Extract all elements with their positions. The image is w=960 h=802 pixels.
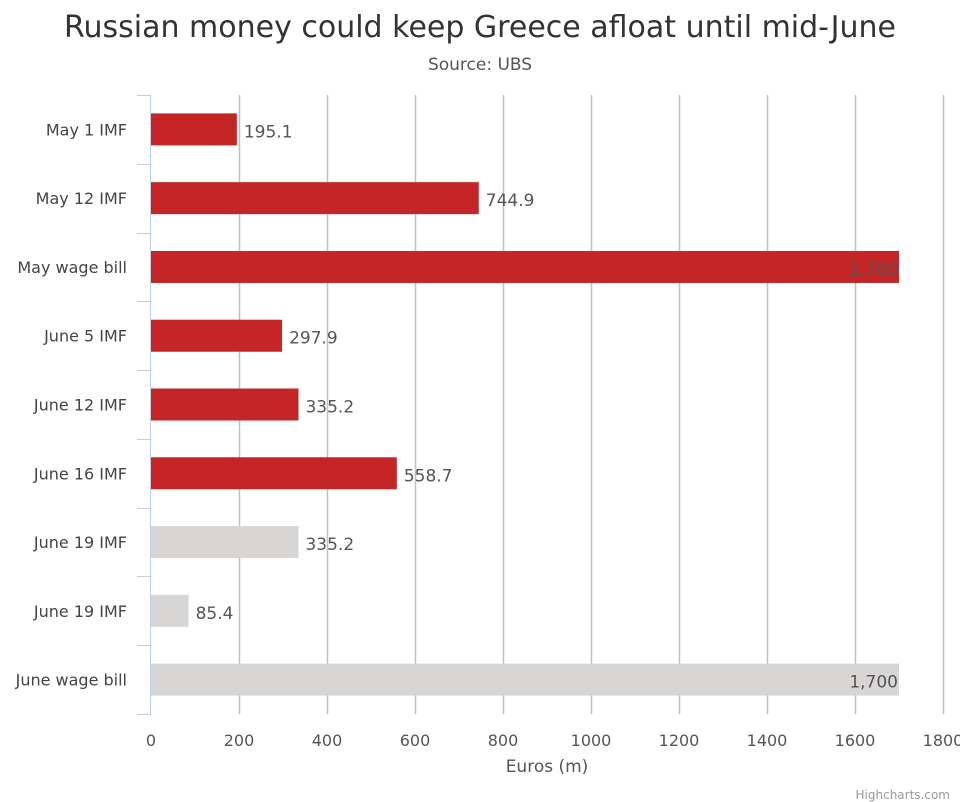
category-label: May 1 IMF bbox=[46, 120, 127, 139]
bar bbox=[151, 250, 899, 283]
chart-subtitle: Source: UBS bbox=[427, 55, 533, 75]
bar bbox=[151, 388, 299, 421]
category-label: May wage bill bbox=[17, 258, 127, 277]
labels: 0 200 400 600 800 1000 1200 1400 1600 1800 May 1 I… bbox=[15, 120, 960, 750]
credits-link[interactable]: Highcharts.com bbox=[855, 788, 950, 802]
category-label: June 16 IMF bbox=[33, 464, 127, 483]
bar bbox=[151, 663, 899, 696]
x-tick-label: 0 bbox=[146, 731, 156, 750]
category-label: June 19 IMF bbox=[33, 602, 127, 621]
data-label: 335.2 bbox=[305, 535, 354, 555]
category-label: June wage bill bbox=[15, 671, 127, 690]
bar bbox=[151, 319, 283, 352]
data-label: 195.1 bbox=[244, 122, 293, 142]
x-tick-label: 1200 bbox=[659, 731, 700, 750]
x-tick-label: 800 bbox=[488, 731, 519, 750]
bar bbox=[151, 457, 397, 490]
bar bbox=[151, 182, 479, 215]
x-tick-label: 400 bbox=[312, 731, 343, 750]
bars bbox=[151, 113, 899, 696]
bar bbox=[151, 594, 189, 627]
data-label: 297.9 bbox=[289, 329, 338, 349]
category-label: May 12 IMF bbox=[36, 189, 127, 208]
x-tick-label: 1800 bbox=[923, 731, 960, 750]
x-tick-label: 1000 bbox=[571, 731, 612, 750]
category-label: June 12 IMF bbox=[33, 396, 127, 415]
data-label: 744.9 bbox=[486, 191, 535, 211]
x-tick-label: 200 bbox=[224, 731, 255, 750]
data-label: 335.2 bbox=[305, 398, 354, 418]
x-tick-label: 1400 bbox=[747, 731, 788, 750]
x-axis-label: Euros (m) bbox=[506, 757, 589, 777]
data-label: 558.7 bbox=[404, 466, 453, 486]
data-label: 85.4 bbox=[196, 604, 234, 624]
x-tick-label: 1600 bbox=[835, 731, 876, 750]
data-label: 1,700 bbox=[849, 673, 898, 693]
chart-title: Russian money could keep Greece afloat u… bbox=[63, 10, 897, 45]
data-label: 1,700 bbox=[849, 260, 898, 280]
bar bbox=[151, 113, 237, 146]
bar bbox=[151, 526, 299, 559]
axes bbox=[137, 95, 151, 715]
x-tick-label: 600 bbox=[400, 731, 431, 750]
category-label: June 5 IMF bbox=[43, 327, 127, 346]
category-label: June 19 IMF bbox=[33, 533, 127, 552]
